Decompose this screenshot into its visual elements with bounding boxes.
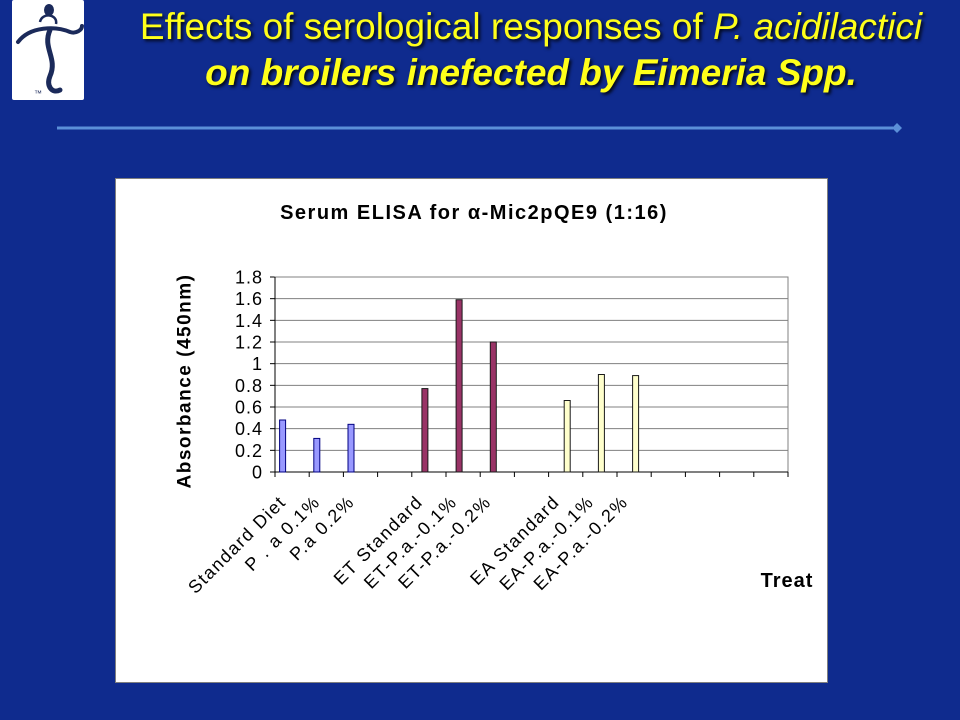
y-tick-label: 1.4 (235, 311, 263, 331)
bar-ea-p-a-0-2 (632, 375, 640, 473)
y-tick-label: 1.8 (235, 267, 263, 287)
bar-p-a-0-1 (313, 437, 321, 473)
title-line-1-text: Effects of serological responses of (139, 6, 714, 47)
bar-chart: Serum ELISA for α-Mic2pQE9 (1:16) Absorb… (175, 202, 814, 597)
company-logo: ™ (12, 0, 84, 100)
title-separator (57, 123, 902, 133)
x-axis-label: Treat (761, 570, 814, 592)
chart-panel: Serum ELISA for α-Mic2pQE9 (1:16) Absorb… (115, 178, 828, 683)
bar-et-standard (421, 388, 429, 473)
y-tick-label: 0.4 (235, 419, 263, 439)
diamond-icon (892, 123, 902, 133)
y-tick-label: 0.6 (235, 397, 263, 417)
slide-title: Effects of serological responses of P. a… (102, 4, 960, 96)
bar-ea-standard (563, 400, 571, 473)
logo-trademark: ™ (34, 89, 42, 98)
chart-title: Serum ELISA for α-Mic2pQE9 (1:16) (280, 202, 668, 224)
bar-et-p-a-0-2 (489, 341, 497, 473)
bar-standard-diet (279, 419, 287, 473)
y-tick-label: 0.8 (235, 376, 263, 396)
title-line-1-species: P. acidilactici (713, 6, 923, 47)
bar-ea-p-a-0-1 (597, 374, 605, 473)
stylized-figure-logo-icon: ™ (12, 0, 84, 100)
y-tick-label: 1.6 (235, 289, 263, 309)
title-line-2: on broilers inefected by Eimeria Spp. (205, 52, 857, 93)
y-tick-label: 1.2 (235, 332, 263, 352)
title-line-1: Effects of serological responses of P. a… (102, 4, 960, 50)
y-axis-label: Absorbance (450nm) (175, 274, 196, 489)
y-tick-label: 1 (252, 354, 263, 374)
bar-et-p-a-0-1 (455, 299, 463, 473)
bar-p-a-0-2 (347, 423, 355, 473)
y-tick-label: 0 (252, 462, 263, 482)
y-tick-label: 0.2 (235, 441, 263, 461)
